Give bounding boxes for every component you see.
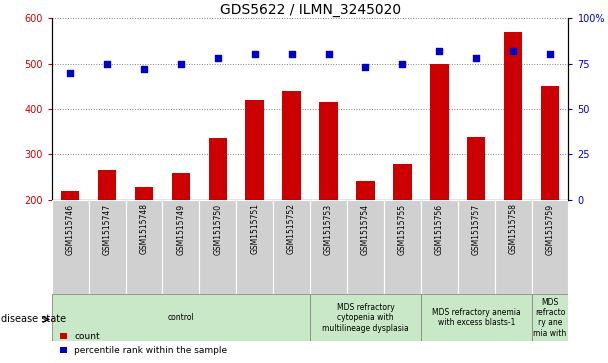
FancyBboxPatch shape xyxy=(421,294,531,341)
Text: GSM1515752: GSM1515752 xyxy=(287,203,296,254)
Point xyxy=(434,48,444,54)
FancyBboxPatch shape xyxy=(199,200,237,294)
Bar xyxy=(61,191,80,200)
Point xyxy=(508,48,518,54)
Text: GSM1515758: GSM1515758 xyxy=(509,203,517,254)
Bar xyxy=(467,137,485,200)
Bar xyxy=(171,174,190,200)
Bar xyxy=(504,32,522,200)
FancyBboxPatch shape xyxy=(531,294,568,341)
Text: GSM1515750: GSM1515750 xyxy=(213,203,223,254)
FancyBboxPatch shape xyxy=(384,200,421,294)
Text: control: control xyxy=(168,313,194,322)
Text: GSM1515757: GSM1515757 xyxy=(472,203,481,254)
Text: GSM1515756: GSM1515756 xyxy=(435,203,444,254)
Point xyxy=(65,70,75,76)
Bar xyxy=(319,102,338,200)
Text: disease state: disease state xyxy=(1,314,66,325)
Bar xyxy=(246,100,264,200)
FancyBboxPatch shape xyxy=(310,294,421,341)
Text: GSM1515749: GSM1515749 xyxy=(176,203,185,254)
Point xyxy=(361,64,370,70)
Legend: count, percentile rank within the sample: count, percentile rank within the sample xyxy=(56,329,231,359)
Bar xyxy=(135,187,153,200)
FancyBboxPatch shape xyxy=(458,200,495,294)
FancyBboxPatch shape xyxy=(162,200,199,294)
FancyBboxPatch shape xyxy=(421,200,458,294)
Bar xyxy=(282,91,301,200)
Title: GDS5622 / ILMN_3245020: GDS5622 / ILMN_3245020 xyxy=(219,3,401,17)
Bar xyxy=(209,138,227,200)
Text: MDS refractory
cytopenia with
multilineage dysplasia: MDS refractory cytopenia with multilinea… xyxy=(322,303,409,333)
Point xyxy=(323,52,333,57)
Point xyxy=(471,55,481,61)
FancyBboxPatch shape xyxy=(52,294,310,341)
Text: GSM1515759: GSM1515759 xyxy=(545,203,554,254)
Point xyxy=(287,52,297,57)
Point xyxy=(176,61,186,66)
Bar xyxy=(430,64,449,200)
FancyBboxPatch shape xyxy=(495,200,531,294)
FancyBboxPatch shape xyxy=(531,200,568,294)
FancyBboxPatch shape xyxy=(89,200,125,294)
Bar xyxy=(356,180,375,200)
FancyBboxPatch shape xyxy=(237,200,273,294)
Text: GSM1515748: GSM1515748 xyxy=(139,203,148,254)
FancyBboxPatch shape xyxy=(52,200,89,294)
Point xyxy=(102,61,112,66)
Text: GSM1515751: GSM1515751 xyxy=(250,203,259,254)
Text: GSM1515754: GSM1515754 xyxy=(361,203,370,254)
Text: GSM1515746: GSM1515746 xyxy=(66,203,75,254)
Point xyxy=(250,52,260,57)
Text: GSM1515755: GSM1515755 xyxy=(398,203,407,254)
Point xyxy=(545,52,555,57)
Bar xyxy=(98,170,116,200)
FancyBboxPatch shape xyxy=(310,200,347,294)
Point xyxy=(398,61,407,66)
Bar xyxy=(541,86,559,200)
Text: GSM1515753: GSM1515753 xyxy=(324,203,333,254)
FancyBboxPatch shape xyxy=(125,200,162,294)
Bar xyxy=(393,164,412,200)
Point xyxy=(139,66,149,72)
Text: MDS
refracto
ry ane
mia with: MDS refracto ry ane mia with xyxy=(533,298,567,338)
FancyBboxPatch shape xyxy=(273,200,310,294)
Point xyxy=(213,55,223,61)
Text: GSM1515747: GSM1515747 xyxy=(103,203,111,254)
Text: MDS refractory anemia
with excess blasts-1: MDS refractory anemia with excess blasts… xyxy=(432,308,520,327)
FancyBboxPatch shape xyxy=(347,200,384,294)
